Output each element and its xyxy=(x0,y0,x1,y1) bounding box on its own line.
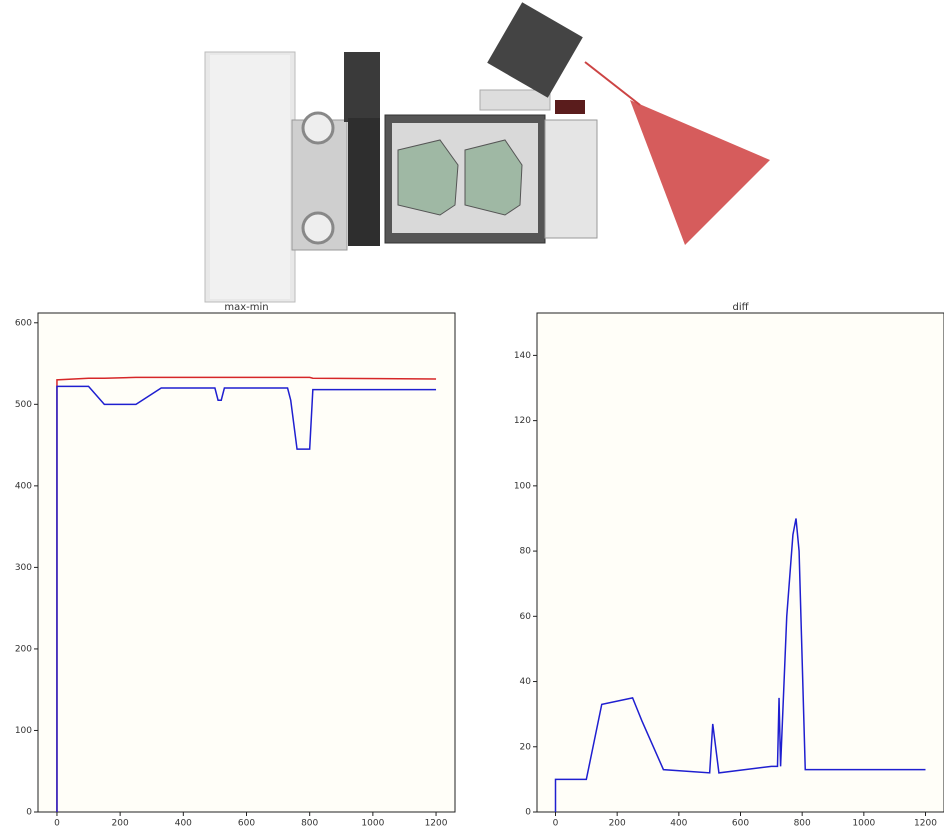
screen: max-min010020030040050060002004006008001… xyxy=(0,0,944,829)
chart-title: diff xyxy=(732,302,749,313)
x-tick-label: 800 xyxy=(794,819,811,829)
y-tick-label: 80 xyxy=(520,547,532,557)
x-tick-label: 1000 xyxy=(852,819,875,829)
x-tick-label: 600 xyxy=(732,819,749,829)
y-tick-label: 60 xyxy=(520,612,532,622)
y-tick-label: 0 xyxy=(26,808,32,818)
y-tick-label: 0 xyxy=(525,808,531,818)
x-tick-label: 1000 xyxy=(361,819,384,829)
x-tick-label: 400 xyxy=(670,819,687,829)
y-tick-label: 20 xyxy=(520,742,532,752)
y-tick-label: 300 xyxy=(15,563,32,573)
y-tick-label: 120 xyxy=(514,416,531,426)
y-tick-label: 600 xyxy=(15,318,32,328)
y-tick-label: 200 xyxy=(15,644,32,654)
x-tick-label: 0 xyxy=(553,819,559,829)
x-tick-label: 200 xyxy=(609,819,626,829)
y-tick-label: 100 xyxy=(15,726,32,736)
x-tick-label: 800 xyxy=(301,819,318,829)
device-illustration xyxy=(205,2,770,302)
y-tick-label: 100 xyxy=(514,481,531,491)
chart: max-min 0 100 200 300 400 500 600 0 200 400 600 800 1… xyxy=(15,302,455,829)
chart: diff 0 20 40 60 80 100 120 140 0 200 400 600 800 1000 1… xyxy=(514,302,944,829)
chart-title: max-min xyxy=(224,302,268,313)
page: {"chart_data": [ {"type": "line", "title… xyxy=(0,0,944,829)
x-tick-label: 1200 xyxy=(425,819,448,829)
x-tick-label: 600 xyxy=(238,819,255,829)
x-tick-label: 0 xyxy=(54,819,60,829)
y-tick-label: 40 xyxy=(520,677,532,687)
y-tick-label: 500 xyxy=(15,400,32,410)
y-tick-label: 400 xyxy=(15,481,32,491)
y-tick-label: 140 xyxy=(514,351,531,361)
plot-area xyxy=(537,313,944,812)
x-tick-label: 1200 xyxy=(914,819,937,829)
x-tick-label: 200 xyxy=(112,819,129,829)
x-tick-label: 400 xyxy=(175,819,192,829)
